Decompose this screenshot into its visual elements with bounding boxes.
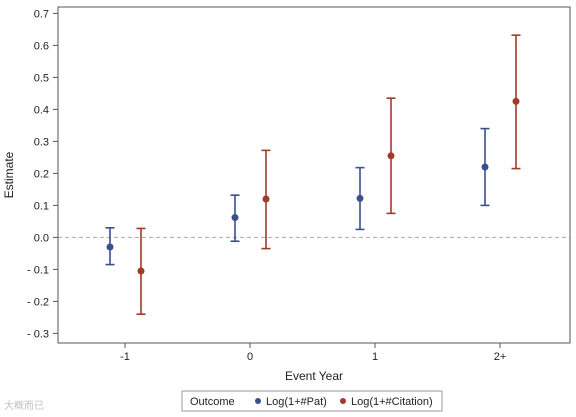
x-axis-label: Event Year <box>285 369 343 383</box>
estimate-point <box>387 152 395 160</box>
y-tick-label: - 0.1 <box>27 264 49 276</box>
legend-title: Outcome <box>190 396 235 408</box>
series-2 <box>136 34 521 316</box>
y-axis-label: Estimate <box>2 151 16 198</box>
legend-label-1: Log(1+#Pat) <box>266 396 327 408</box>
estimate-point <box>137 267 145 275</box>
estimate-point <box>481 163 489 171</box>
y-tick-label: 0.7 <box>34 8 49 20</box>
y-tick-label: 0.5 <box>34 72 49 84</box>
x-tick-label: 2+ <box>494 351 507 363</box>
watermark-text: 大概而已 <box>4 399 44 412</box>
x-tick-label: 1 <box>372 351 378 363</box>
y-tick-label: - 0.2 <box>27 296 49 308</box>
series-1 <box>105 127 490 266</box>
y-tick-label: 0.4 <box>34 104 49 116</box>
legend-label-2: Log(1+#Citation) <box>351 396 433 408</box>
watermark: 大概而已 <box>4 399 44 412</box>
axis-layer: - 0.3 - 0.2 - 0.1 0.0 0.1 0.2 0.3 0.4 0.5 0.6 0.7 -… <box>2 6 571 383</box>
x-tick-label: 0 <box>247 351 253 363</box>
y-tick-label: - 0.3 <box>27 328 49 340</box>
estimate-point <box>512 97 520 105</box>
estimate-point <box>231 214 239 222</box>
plot-frame <box>57 6 571 344</box>
legend-marker-2 <box>340 398 346 404</box>
legend-box <box>181 390 443 412</box>
y-tick-label: 0.6 <box>34 40 49 52</box>
y-tick-label: 0.3 <box>34 136 49 148</box>
legend: Outcome Log(1+#Pat) Log(1+#Citation) <box>181 390 443 412</box>
plot-layer <box>58 34 570 316</box>
estimate-point <box>356 194 364 202</box>
legend-marker-1 <box>255 398 261 404</box>
estimate-point <box>106 243 114 251</box>
y-tick-label: 0.0 <box>34 232 49 244</box>
y-tick-label: 0.2 <box>34 168 49 180</box>
estimate-point <box>262 195 270 203</box>
y-tick-label: 0.1 <box>34 200 49 212</box>
x-tick-label: -1 <box>120 351 130 363</box>
